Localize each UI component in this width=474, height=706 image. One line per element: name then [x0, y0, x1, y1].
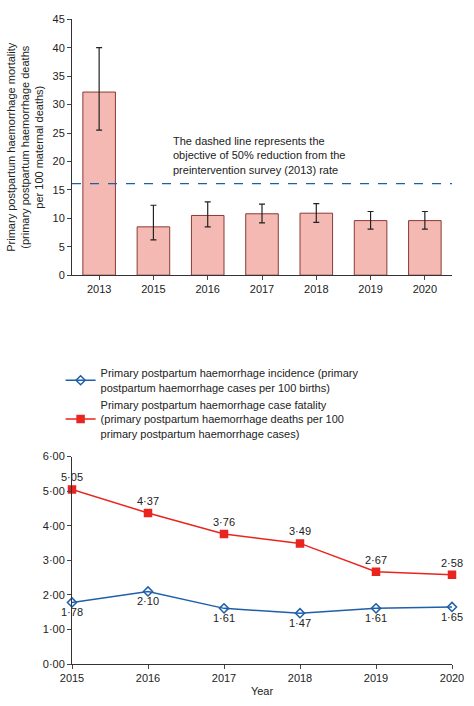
- svg-text:1·78: 1·78: [61, 606, 83, 618]
- svg-text:1·61: 1·61: [213, 612, 235, 624]
- svg-text:1·65: 1·65: [441, 611, 463, 623]
- svg-text:2016: 2016: [136, 672, 160, 684]
- svg-text:2020: 2020: [440, 672, 464, 684]
- svg-text:2020: 2020: [413, 283, 437, 295]
- svg-text:2016: 2016: [195, 283, 219, 295]
- svg-text:40: 40: [53, 42, 65, 54]
- svg-text:4·37: 4·37: [137, 495, 159, 507]
- svg-text:5·00: 5·00: [43, 485, 65, 497]
- svg-text:Primary postpartum haemorrhage: Primary postpartum haemorrhage case fata…: [101, 399, 344, 440]
- svg-text:3·00: 3·00: [43, 554, 65, 566]
- svg-text:30: 30: [53, 98, 65, 110]
- svg-text:2013: 2013: [87, 283, 111, 295]
- svg-text:6·00: 6·00: [43, 450, 65, 462]
- svg-text:2018: 2018: [304, 283, 328, 295]
- svg-text:2019: 2019: [358, 283, 382, 295]
- svg-text:2018: 2018: [288, 672, 312, 684]
- svg-text:2017: 2017: [212, 672, 236, 684]
- svg-text:20: 20: [53, 155, 65, 167]
- svg-text:1·00: 1·00: [43, 623, 65, 635]
- svg-text:25: 25: [53, 127, 65, 139]
- svg-text:3·76: 3·76: [213, 516, 235, 528]
- svg-text:The dashed line represents the: The dashed line represents theobjective …: [173, 135, 345, 176]
- svg-text:2017: 2017: [250, 283, 274, 295]
- svg-text:35: 35: [53, 70, 65, 82]
- svg-text:2·10: 2·10: [137, 595, 159, 607]
- svg-text:1·61: 1·61: [365, 612, 387, 624]
- svg-text:4·00: 4·00: [43, 520, 65, 532]
- svg-text:10: 10: [53, 212, 65, 224]
- svg-text:0: 0: [59, 269, 65, 281]
- svg-text:2019: 2019: [364, 672, 388, 684]
- svg-text:45: 45: [53, 13, 65, 25]
- svg-text:2·00: 2·00: [43, 589, 65, 601]
- svg-text:5: 5: [59, 241, 65, 253]
- svg-text:3·49: 3·49: [289, 525, 311, 537]
- svg-text:Year: Year: [251, 685, 274, 697]
- svg-text:15: 15: [53, 184, 65, 196]
- svg-text:2015: 2015: [60, 672, 84, 684]
- svg-text:1·47: 1·47: [289, 617, 311, 629]
- svg-text:5·05: 5·05: [61, 471, 83, 483]
- svg-text:0·00: 0·00: [43, 658, 65, 670]
- svg-text:Primary postpartum haemorrhage: Primary postpartum haemorrhage mortality…: [5, 42, 46, 252]
- svg-text:2·67: 2·67: [365, 554, 387, 566]
- svg-text:2015: 2015: [141, 283, 165, 295]
- svg-text:2·58: 2·58: [441, 557, 463, 569]
- svg-text:Primary postpartum haemorrhage: Primary postpartum haemorrhage incidence…: [101, 367, 359, 393]
